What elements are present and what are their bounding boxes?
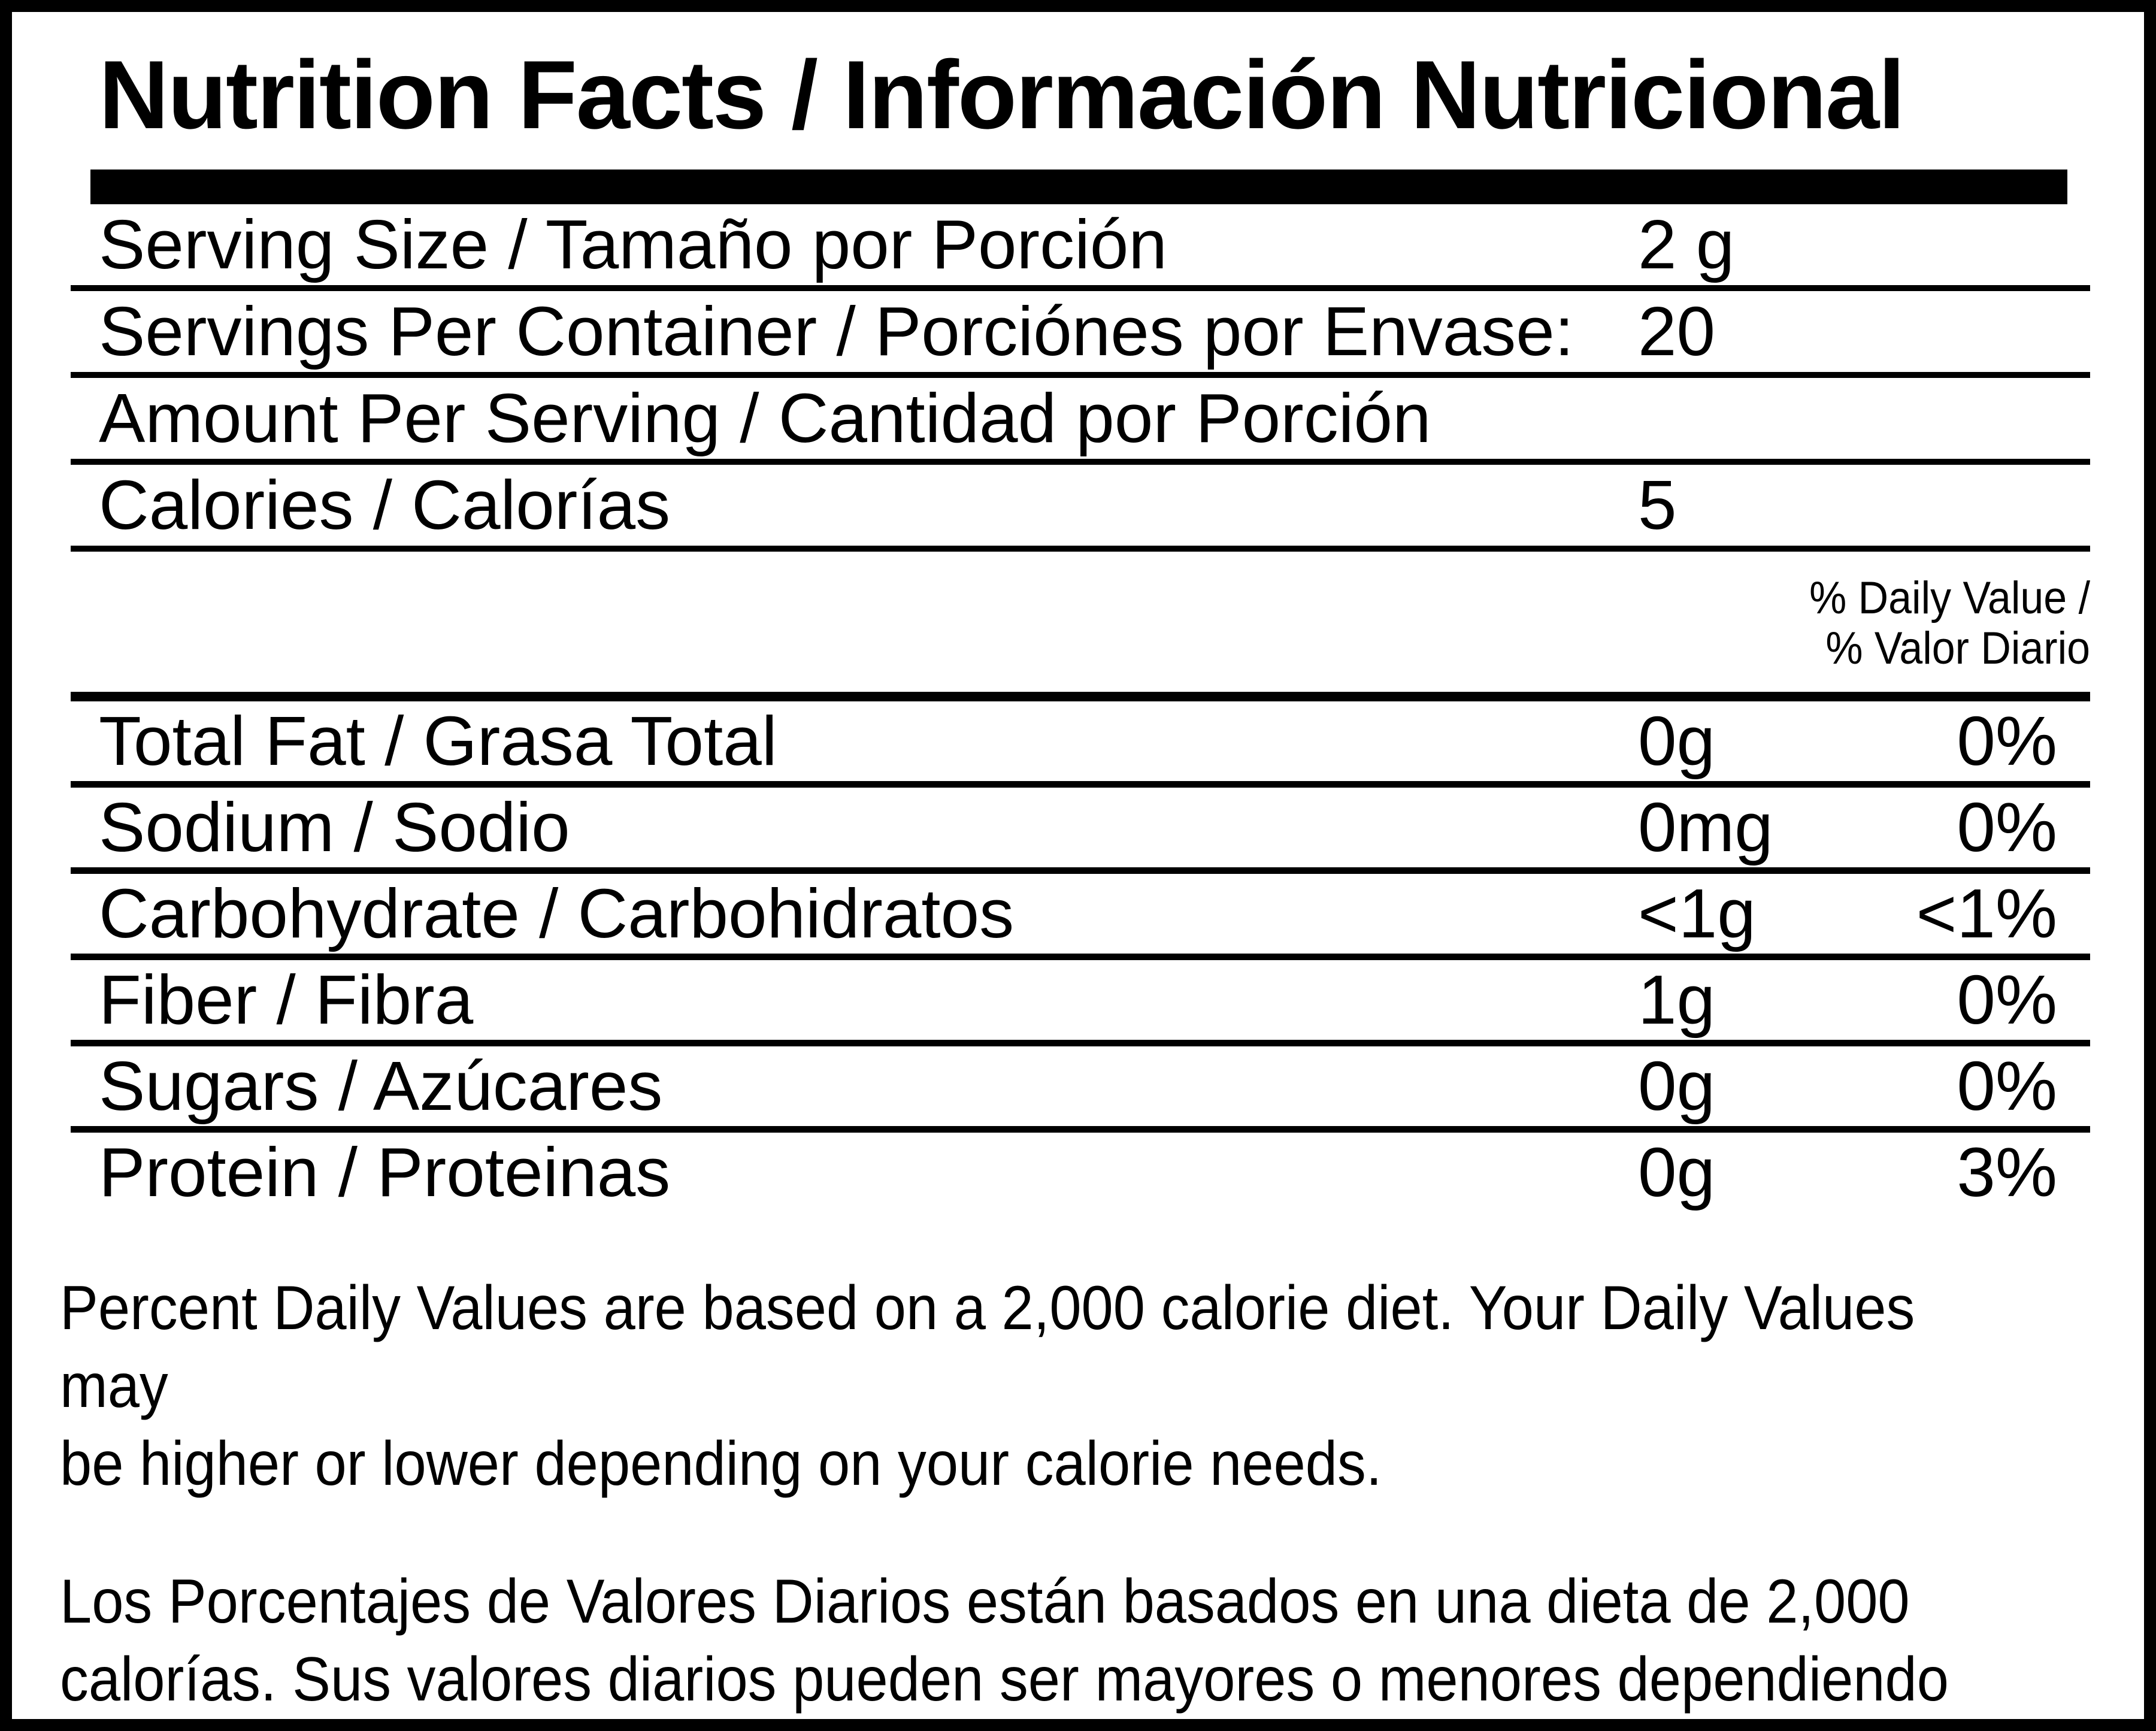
servings-per-container-value: 20	[1638, 292, 1716, 370]
table-row-sodium: Sodium / Sodio 0mg 0%	[71, 788, 2090, 874]
calories-value: 5	[1638, 466, 1677, 544]
amount-per-serving-label: Amount Per Serving / Cantidad por Porció…	[99, 379, 1431, 457]
serving-info-section: Serving Size / Tamaño por Porción 2 g Se…	[71, 204, 2090, 1212]
calories-row: Calories / Calorías 5	[71, 465, 2090, 552]
fiber-amount: 1g	[1638, 961, 1716, 1039]
serving-size-row: Serving Size / Tamaño por Porción 2 g	[71, 204, 2090, 291]
sugars-daily-value: 0%	[1957, 1047, 2057, 1125]
table-row-protein: Protein / Proteinas 0g 3%	[71, 1133, 2090, 1212]
daily-value-header-text: % Daily Value / % Valor Diario	[1809, 573, 2090, 674]
amount-per-serving-row: Amount Per Serving / Cantidad por Porció…	[71, 378, 2090, 465]
daily-value-header: % Daily Value / % Valor Diario	[71, 552, 2090, 701]
sodium-amount: 0mg	[1638, 788, 1773, 866]
servings-per-container-row: Servings Per Container / Porciónes por E…	[71, 291, 2090, 378]
carbohydrate-daily-value: <1%	[1916, 874, 2057, 952]
total-fat-label: Total Fat / Grasa Total	[99, 702, 777, 780]
title-divider-bar	[90, 170, 2067, 204]
carbohydrate-label: Carbohydrate / Carbohidratos	[99, 874, 1015, 952]
sodium-daily-value: 0%	[1957, 788, 2057, 866]
serving-size-label: Serving Size / Tamaño por Porción	[99, 205, 1167, 283]
carbohydrate-amount: <1g	[1638, 874, 1756, 952]
protein-label: Protein / Proteinas	[99, 1133, 671, 1211]
table-row-carbohydrate: Carbohydrate / Carbohidratos <1g <1%	[71, 874, 2090, 960]
nutrient-table: Total Fat / Grasa Total 0g 0% Sodium / S…	[71, 701, 2090, 1212]
fiber-daily-value: 0%	[1957, 961, 2057, 1039]
table-row-sugars: Sugars / Azúcares 0g 0%	[71, 1046, 2090, 1133]
footnote-english-text: Percent Daily Values are based on a 2,00…	[60, 1273, 1915, 1499]
footnote-english: Percent Daily Values are based on a 2,00…	[60, 1269, 2120, 1503]
total-fat-amount: 0g	[1638, 702, 1716, 780]
sugars-label: Sugars / Azúcares	[99, 1047, 663, 1125]
servings-per-container-label: Servings Per Container / Porciónes por E…	[99, 292, 1574, 370]
protein-daily-value: 3%	[1957, 1133, 2057, 1211]
total-fat-daily-value: 0%	[1957, 702, 2057, 780]
table-row-total-fat: Total Fat / Grasa Total 0g 0%	[71, 701, 2090, 788]
calories-label: Calories / Calorías	[99, 466, 671, 544]
footnote-spanish: Los Porcentajes de Valores Diarios están…	[60, 1563, 2120, 1719]
table-row-fiber: Fiber / Fibra 1g 0%	[71, 960, 2090, 1046]
sodium-label: Sodium / Sodio	[99, 788, 570, 866]
footnote-spanish-text: Los Porcentajes de Valores Diarios están…	[60, 1567, 1949, 1714]
label-title: Nutrition Facts / Información Nutriciona…	[99, 41, 1905, 149]
serving-size-value: 2 g	[1638, 205, 1735, 283]
sugars-amount: 0g	[1638, 1047, 1716, 1125]
protein-amount: 0g	[1638, 1133, 1716, 1211]
fiber-label: Fiber / Fibra	[99, 961, 474, 1039]
